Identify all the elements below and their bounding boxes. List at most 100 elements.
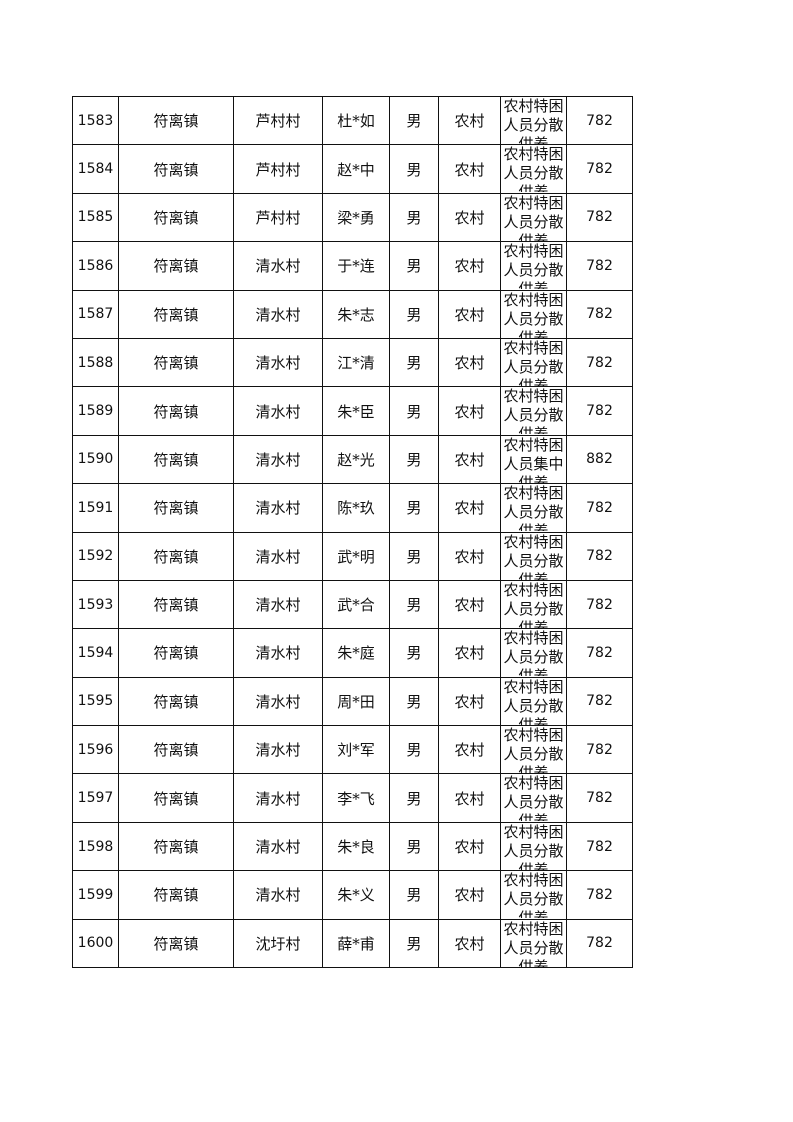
cell-amount: 782	[566, 676, 633, 727]
cell-id: 1590	[72, 434, 119, 485]
cell-type: 农村特困人员集中供养	[500, 434, 567, 485]
cell-type: 农村特困人员分散供养	[500, 870, 567, 920]
cell-area: 农村	[438, 531, 501, 581]
cell-name: 赵*光	[322, 434, 390, 485]
cell-amount: 782	[566, 192, 633, 243]
cell-id: 1589	[72, 386, 119, 436]
cell-gender: 男	[389, 192, 439, 243]
cell-type: 农村特困人员分散供养	[500, 628, 567, 678]
cell-name: 朱*义	[322, 870, 390, 920]
cell-area: 农村	[438, 725, 501, 775]
cell-town: 符离镇	[118, 773, 234, 823]
cell-type-text: 农村特困人员分散供养	[503, 242, 564, 290]
cell-village: 清水村	[233, 241, 323, 291]
cell-amount: 782	[566, 870, 633, 920]
cell-type-text: 农村特困人员分散供养	[503, 145, 564, 193]
cell-type-text: 农村特困人员分散供养	[503, 919, 564, 967]
cell-type-text: 农村特困人员分散供养	[503, 774, 564, 822]
cell-name: 周*田	[322, 676, 390, 727]
cell-village: 清水村	[233, 337, 323, 388]
table-row: 1599 符离镇 清水村 朱*义男农村 农村特困人员分散供养 782	[72, 870, 633, 920]
cell-type: 农村特困人员分散供养	[500, 773, 567, 823]
cell-amount: 782	[566, 725, 633, 775]
cell-area: 农村	[438, 192, 501, 243]
cell-town: 符离镇	[118, 289, 234, 339]
cell-village: 清水村	[233, 628, 323, 678]
cell-amount: 782	[566, 144, 633, 194]
cell-id: 1600	[72, 918, 119, 969]
cell-type: 农村特困人员分散供养	[500, 579, 567, 630]
cell-amount: 782	[566, 628, 633, 678]
cell-village: 芦村村	[233, 144, 323, 194]
cell-area: 农村	[438, 870, 501, 920]
cell-name: 陈*玖	[322, 483, 390, 533]
cell-type-text: 农村特困人员集中供养	[503, 435, 564, 483]
cell-type-text: 农村特困人员分散供养	[503, 290, 564, 338]
cell-area: 农村	[438, 483, 501, 533]
cell-type: 农村特困人员分散供养	[500, 918, 567, 969]
cell-village: 沈圩村	[233, 918, 323, 969]
cell-id: 1594	[72, 628, 119, 678]
table-row: 1586 符离镇 清水村 于*连男农村 农村特困人员分散供养 782	[72, 241, 633, 291]
cell-type: 农村特困人员分散供养	[500, 144, 567, 194]
cell-amount: 782	[566, 821, 633, 872]
cell-town: 符离镇	[118, 241, 234, 291]
cell-gender: 男	[389, 918, 439, 969]
cell-amount: 782	[566, 386, 633, 436]
cell-gender: 男	[389, 241, 439, 291]
cell-gender: 男	[389, 95, 439, 146]
cell-village: 清水村	[233, 870, 323, 920]
cell-area: 农村	[438, 579, 501, 630]
cell-area: 农村	[438, 821, 501, 872]
cell-amount: 882	[566, 434, 633, 485]
cell-town: 符离镇	[118, 337, 234, 388]
cell-name: 薛*甫	[322, 918, 390, 969]
cell-area: 农村	[438, 144, 501, 194]
cell-type-text: 农村特困人员分散供养	[503, 580, 564, 628]
cell-area: 农村	[438, 95, 501, 146]
table-row: 1588 符离镇 清水村 江*清男农村 农村特困人员分散供养 782	[72, 337, 633, 388]
cell-id: 1596	[72, 725, 119, 775]
cell-village: 清水村	[233, 725, 323, 775]
cell-name: 于*连	[322, 241, 390, 291]
cell-type: 农村特困人员分散供养	[500, 725, 567, 775]
cell-village: 芦村村	[233, 95, 323, 146]
cell-type-text: 农村特困人员分散供养	[503, 193, 564, 241]
cell-amount: 782	[566, 531, 633, 581]
cell-name: 杜*如	[322, 95, 390, 146]
cell-gender: 男	[389, 386, 439, 436]
cell-gender: 男	[389, 628, 439, 678]
cell-town: 符离镇	[118, 95, 234, 146]
cell-type-text: 农村特困人员分散供养	[503, 387, 564, 435]
cell-id: 1585	[72, 192, 119, 243]
cell-type-text: 农村特困人员分散供养	[503, 726, 564, 774]
cell-type: 农村特困人员分散供养	[500, 386, 567, 436]
cell-type-text: 农村特困人员分散供养	[503, 629, 564, 677]
cell-name: 江*清	[322, 337, 390, 388]
cell-town: 符离镇	[118, 918, 234, 969]
cell-area: 农村	[438, 386, 501, 436]
cell-type-text: 农村特困人员分散供养	[503, 677, 564, 725]
cell-gender: 男	[389, 434, 439, 485]
cell-type-text: 农村特困人员分散供养	[503, 338, 564, 386]
cell-gender: 男	[389, 144, 439, 194]
table-row: 1591 符离镇 清水村 陈*玖男农村 农村特困人员分散供养 782	[72, 483, 633, 533]
cell-id: 1588	[72, 337, 119, 388]
cell-amount: 782	[566, 95, 633, 146]
cell-type: 农村特困人员分散供养	[500, 483, 567, 533]
cell-town: 符离镇	[118, 386, 234, 436]
cell-id: 1586	[72, 241, 119, 291]
table-row: 1584 符离镇 芦村村 赵*中男农村 农村特困人员分散供养 782	[72, 144, 633, 194]
cell-gender: 男	[389, 531, 439, 581]
cell-area: 农村	[438, 289, 501, 339]
cell-amount: 782	[566, 289, 633, 339]
table-row: 1598 符离镇 清水村 朱*良男农村 农村特困人员分散供养 782	[72, 821, 633, 872]
cell-type-text: 农村特困人员分散供养	[503, 484, 564, 532]
cell-gender: 男	[389, 337, 439, 388]
cell-name: 朱*臣	[322, 386, 390, 436]
table-row: 1593 符离镇 清水村 武*合男农村 农村特困人员分散供养 782	[72, 579, 633, 630]
cell-amount: 782	[566, 241, 633, 291]
cell-gender: 男	[389, 579, 439, 630]
cell-type: 农村特困人员分散供养	[500, 337, 567, 388]
table-row: 1583 符离镇 芦村村 杜*如男农村 农村特困人员分散供养 782	[72, 95, 633, 146]
